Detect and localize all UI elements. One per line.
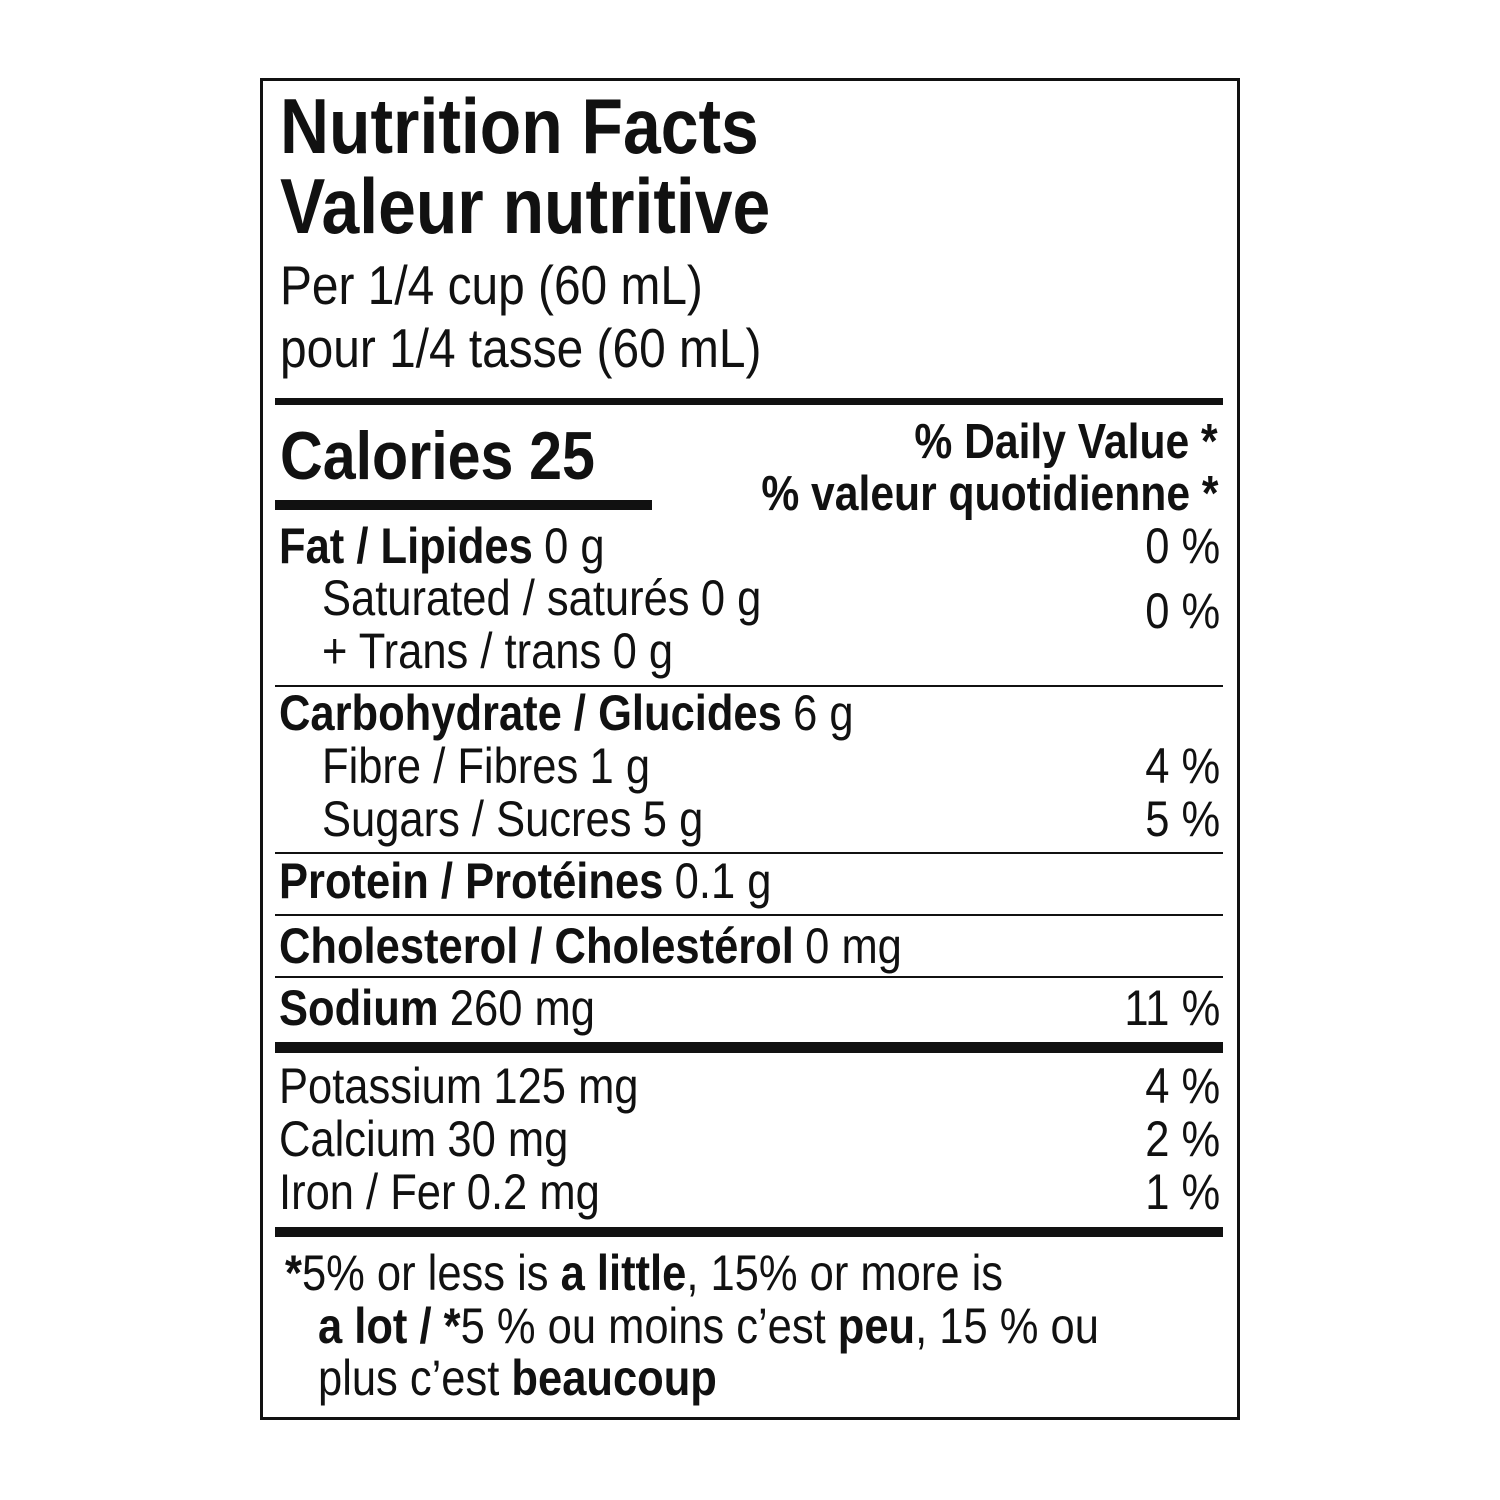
nutrient-name: Sugars / Sucres bbox=[322, 790, 632, 847]
serving-en: Per 1/4 cup (60 mL) bbox=[280, 254, 703, 317]
footnote-text: plus c’est bbox=[318, 1349, 512, 1406]
nutrient-percent: 1 % bbox=[1145, 1163, 1220, 1220]
nutrient-name: Sodium bbox=[279, 979, 439, 1036]
thick-rule bbox=[275, 398, 1223, 405]
footnote-text: a lot / * bbox=[318, 1297, 461, 1354]
nutrient-percent: 0 % bbox=[1145, 517, 1220, 574]
nutrient-amount: 6 g bbox=[793, 684, 854, 741]
nutrient-name: Fat / Lipides bbox=[279, 517, 533, 574]
nutrient-row: Sugars / Sucres 5 g bbox=[322, 794, 703, 844]
footnote-text: 5% or less is bbox=[301, 1244, 561, 1301]
serving-fr: pour 1/4 tasse (60 mL) bbox=[280, 317, 762, 380]
nutrient-row: Sodium 260 mg bbox=[279, 983, 595, 1033]
nutrient-name: Saturated / saturés bbox=[322, 569, 690, 626]
nutrient-amount: 0.2 mg bbox=[466, 1163, 600, 1220]
footnote-text: beaucoup bbox=[511, 1349, 717, 1406]
footnote-text: * bbox=[285, 1244, 302, 1301]
nutrient-percent: 2 % bbox=[1145, 1110, 1220, 1167]
calories: Calories 25 bbox=[280, 422, 595, 490]
thin-rule bbox=[275, 976, 1223, 978]
nutrient-name: Potassium bbox=[279, 1057, 483, 1114]
nutrient-percent: 0 % bbox=[1145, 582, 1220, 639]
thick-rule bbox=[275, 1042, 1223, 1053]
nutrient-amount: 260 mg bbox=[449, 979, 595, 1036]
nutrient-row: Cholesterol / Cholestérol 0 mg bbox=[279, 921, 902, 971]
nutrient-percent: 5 % bbox=[1145, 790, 1220, 847]
thin-rule bbox=[275, 685, 1223, 687]
daily-value-header: % valeur quotidienne * bbox=[760, 467, 1218, 522]
nutrient-row: Calcium 30 mg bbox=[279, 1114, 568, 1164]
label-border bbox=[260, 78, 1240, 1420]
daily-value-header: % Daily Value * bbox=[914, 415, 1218, 470]
footnote-text: 5 % ou moins c’est bbox=[460, 1297, 838, 1354]
title-fr: Valeur nutritive bbox=[280, 161, 771, 250]
thick-rule bbox=[275, 1227, 1223, 1237]
footnote-text: , 15 % ou bbox=[915, 1297, 1099, 1354]
nutrient-amount: 0 g bbox=[612, 622, 674, 679]
nutrient-amount: 1 g bbox=[589, 737, 651, 794]
footnote-text: peu bbox=[837, 1297, 916, 1354]
thin-rule bbox=[275, 914, 1223, 916]
title-en: Nutrition Facts bbox=[280, 81, 759, 170]
nutrient-amount: 0 g bbox=[544, 517, 605, 574]
nutrient-amount: 5 g bbox=[642, 790, 704, 847]
footnote-line: *5% or less is a little, 15% or more is bbox=[285, 1248, 1003, 1298]
nutrient-name: Iron / Fer bbox=[279, 1163, 456, 1220]
nutrient-amount: 125 mg bbox=[493, 1057, 639, 1114]
nutrient-name: Carbohydrate / Glucides bbox=[279, 684, 782, 741]
nutrient-percent: 11 % bbox=[1124, 979, 1220, 1036]
footnote-text: , 15% or more is bbox=[686, 1244, 1004, 1301]
nutrient-row: Potassium 125 mg bbox=[279, 1061, 639, 1111]
nutrient-name: Calcium bbox=[279, 1110, 437, 1167]
calories-value: 25 bbox=[529, 418, 595, 495]
nutrient-name: Protein / Protéines bbox=[279, 852, 664, 909]
nutrient-amount: 0 mg bbox=[805, 917, 902, 974]
nutrient-row: Protein / Protéines 0.1 g bbox=[279, 856, 771, 906]
nutrient-row: Saturated / saturés 0 g bbox=[322, 573, 761, 623]
nutrient-row: Fat / Lipides 0 g bbox=[279, 521, 605, 571]
nutrient-row: Iron / Fer 0.2 mg bbox=[279, 1167, 600, 1217]
nutrient-row: Carbohydrate / Glucides 6 g bbox=[279, 688, 854, 738]
nutrient-amount: 30 mg bbox=[447, 1110, 569, 1167]
nutrient-name: + Trans / trans bbox=[322, 622, 602, 679]
nutrient-name: Fibre / Fibres bbox=[322, 737, 579, 794]
footnote-line: a lot / *5 % ou moins c’est peu, 15 % ou bbox=[318, 1301, 1099, 1351]
nutrient-name: Cholesterol / Cholestérol bbox=[279, 917, 794, 974]
footnote-text: a little bbox=[560, 1244, 687, 1301]
thin-rule bbox=[275, 852, 1223, 854]
nutrient-row: + Trans / trans 0 g bbox=[322, 626, 673, 676]
nutrient-percent: 4 % bbox=[1145, 1057, 1220, 1114]
calories-label: Calories bbox=[280, 418, 514, 495]
calories-rule bbox=[275, 500, 652, 510]
nutrient-amount: 0 g bbox=[700, 569, 762, 626]
nutrient-percent: 4 % bbox=[1145, 737, 1220, 794]
nutrient-row: Fibre / Fibres 1 g bbox=[322, 741, 650, 791]
nutrient-amount: 0.1 g bbox=[674, 852, 772, 909]
footnote-line: plus c’est beaucoup bbox=[318, 1353, 717, 1403]
